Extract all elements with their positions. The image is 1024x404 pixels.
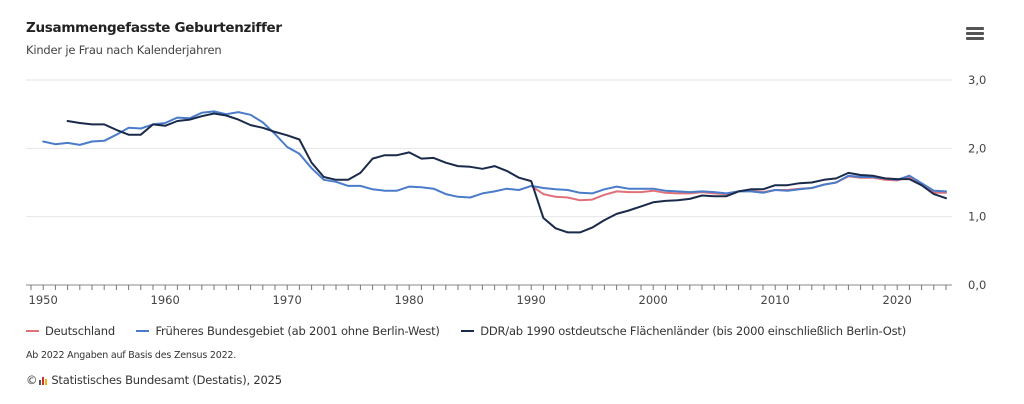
series-line-2 — [66, 112, 947, 234]
legend-label: DDR/ab 1990 ostdeutsche Flächenländer (b… — [480, 324, 907, 338]
legend-swatch — [136, 330, 150, 332]
legend-swatch — [26, 330, 39, 332]
footnote: Ab 2022 Angaben auf Basis des Zensus 202… — [26, 350, 237, 361]
line-chart: 0,0 1,0 2,0 3,0 1950 1960 1970 1980 1990 2000 201… — [26, 73, 986, 307]
x-tick-label: 1990 — [517, 293, 546, 307]
y-tick-label: 0,0 — [968, 278, 986, 292]
copyright-symbol: © — [26, 373, 38, 387]
destatis-logo-icon — [39, 376, 48, 385]
x-axis: 1950 1960 1970 1980 1990 2000 2010 2020 — [26, 284, 952, 307]
x-tick-label: 1960 — [151, 293, 180, 307]
series-lines — [42, 110, 947, 234]
chart-title: Zusammengefasste Geburtenziffer — [26, 20, 282, 36]
legend-item-ddr[interactable]: DDR/ab 1990 ostdeutsche Flächenländer (b… — [461, 324, 906, 338]
legend-swatch — [461, 330, 475, 332]
legend-item-deutschland[interactable]: Deutschland — [26, 324, 115, 338]
hamburger-menu-icon[interactable] — [966, 27, 984, 43]
credit-text[interactable]: Statistisches Bundesamt (Destatis), 2025 — [51, 373, 282, 387]
x-tick-label: 1980 — [395, 293, 424, 307]
legend-item-frueheres-bundesgebiet[interactable]: Früheres Bundesgebiet (ab 2001 ohne Berl… — [136, 324, 440, 338]
series-line-1 — [42, 110, 947, 199]
x-tick-label: 2010 — [761, 293, 790, 307]
y-tick-label: 1,0 — [968, 210, 986, 224]
x-tick-label: 2000 — [639, 293, 668, 307]
y-tick-label: 2,0 — [968, 141, 986, 155]
legend: Deutschland Früheres Bundesgebiet (ab 20… — [26, 321, 924, 338]
source-credit: © Statistisches Bundesamt (Destatis), 20… — [26, 373, 282, 387]
y-axis-labels: 0,0 1,0 2,0 3,0 — [968, 73, 986, 292]
y-tick-label: 3,0 — [968, 73, 986, 87]
legend-label: Früheres Bundesgebiet (ab 2001 ohne Berl… — [155, 324, 440, 338]
x-tick-label: 2020 — [883, 293, 912, 307]
x-tick-label: 1950 — [29, 293, 58, 307]
series-line-0 — [530, 175, 947, 202]
grid-lines — [26, 79, 952, 218]
x-tick-label: 1970 — [273, 293, 302, 307]
chart-subtitle: Kinder je Frau nach Kalenderjahren — [26, 43, 222, 57]
legend-label: Deutschland — [45, 324, 115, 338]
